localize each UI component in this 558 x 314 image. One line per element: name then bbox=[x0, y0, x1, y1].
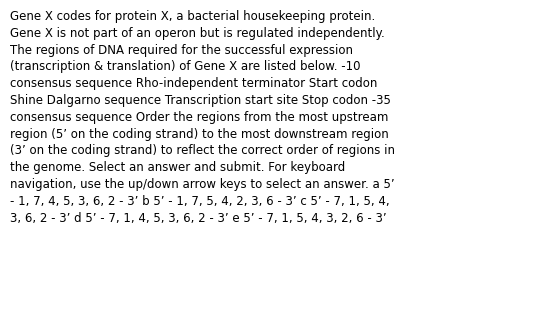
Text: Gene X codes for protein X, a bacterial housekeeping protein.
Gene X is not part: Gene X codes for protein X, a bacterial … bbox=[10, 10, 395, 225]
